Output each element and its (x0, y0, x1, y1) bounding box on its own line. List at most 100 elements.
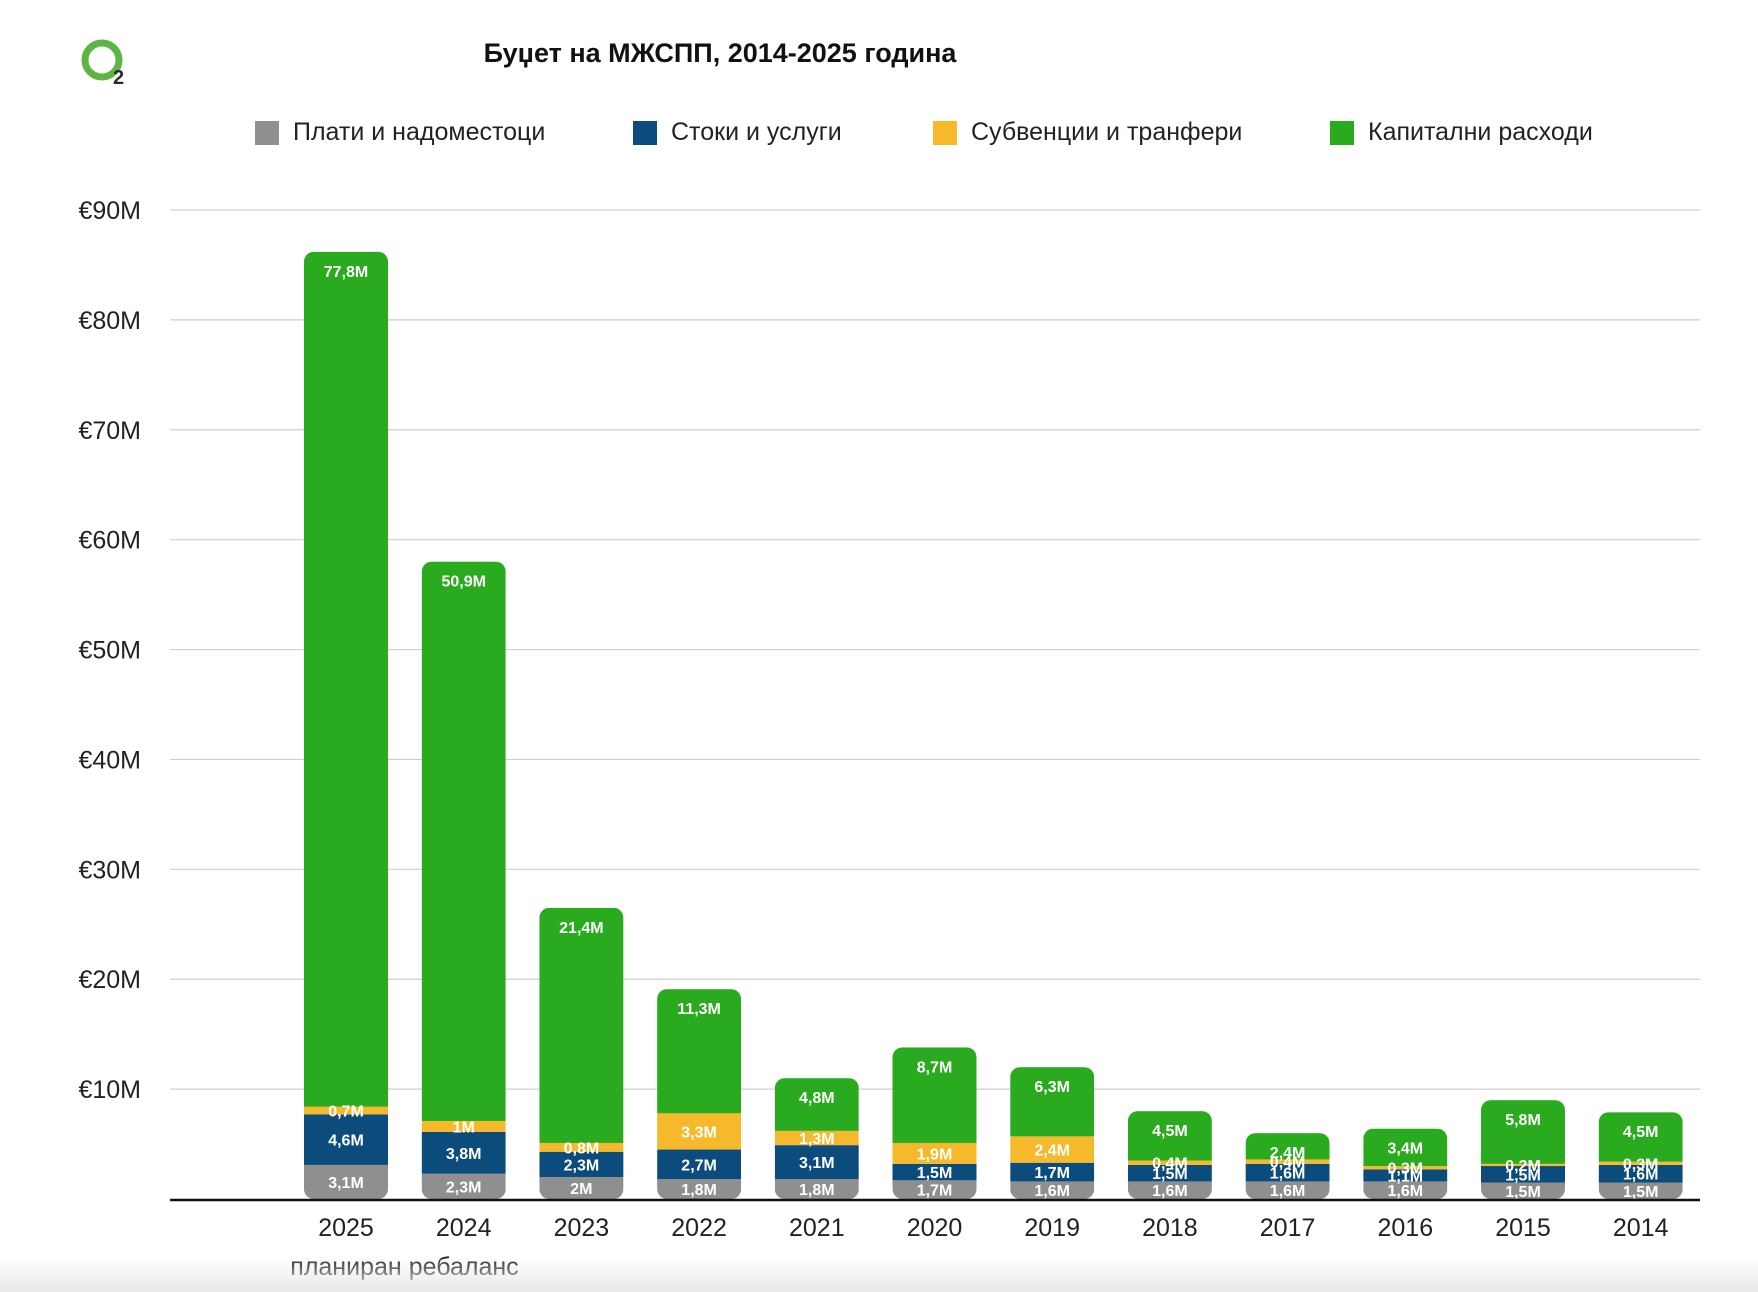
data-label: 6,3M (1034, 1079, 1070, 1096)
data-label: 77,8M (324, 264, 368, 281)
bar-segment (1245, 1159, 1330, 1164)
bar-segment (539, 1151, 624, 1178)
data-label: 2,4M (1034, 1143, 1070, 1160)
y-tick-label: €50M (78, 637, 141, 665)
x-tick-label: 2025 (318, 1214, 374, 1242)
bar-segment (657, 1113, 742, 1150)
bar-stack (892, 1047, 977, 1199)
bar-segment (892, 1163, 977, 1181)
bar-segment (1127, 1164, 1212, 1182)
x-tick-label: 2019 (1024, 1214, 1080, 1242)
y-tick-label: €90M (78, 197, 141, 225)
bar-segment (1010, 1136, 1095, 1163)
data-label: 0,3M (1623, 1156, 1659, 1173)
bar-segment (1481, 1182, 1565, 1199)
data-label: 1,6M (1388, 1183, 1424, 1200)
data-label: 3,1M (799, 1155, 835, 1172)
x-tick-label: 2015 (1495, 1214, 1551, 1242)
bar-stack (1127, 1111, 1212, 1199)
bar-stack (1598, 1112, 1683, 1199)
bar-segment (1363, 1166, 1448, 1170)
x-tick-label: 2024 (436, 1214, 492, 1242)
bar-segment (1363, 1169, 1448, 1182)
y-tick-label: €30M (78, 856, 141, 884)
legend-swatch-capital (1330, 120, 1354, 145)
legend-label-goods-services: Стоки и услуги (671, 118, 842, 146)
data-label: 1,6M (1034, 1183, 1070, 1200)
data-label: 21,4M (559, 920, 603, 937)
y-tick-label: €60M (78, 527, 141, 555)
data-label: 0,3M (1388, 1161, 1424, 1178)
data-label: 1,7M (1034, 1165, 1070, 1182)
y-tick-label: €70M (78, 417, 141, 445)
bar-segment (1010, 1181, 1095, 1199)
data-label: 1,8M (799, 1182, 835, 1199)
data-label: 1,9M (917, 1146, 953, 1163)
bar-segment (421, 1131, 506, 1174)
bar-stack (421, 561, 506, 1199)
data-label: 0,4M (1270, 1155, 1306, 1172)
bar-segment (539, 1177, 624, 1199)
legend-item-goods-services: Стоки и услуги (633, 118, 842, 147)
legend-label-salaries: Плати и надоместоци (293, 118, 546, 146)
data-label: 3,3M (681, 1124, 717, 1141)
bar-segment (1245, 1163, 1330, 1182)
bar-stack (1010, 1067, 1095, 1199)
data-label: 2M (570, 1181, 592, 1198)
data-label: 1,8M (681, 1182, 717, 1199)
chart-title: Буџет на МЖСПП, 2014-2025 година (483, 38, 957, 68)
bar-segment (1481, 1163, 1565, 1167)
o2-logo: 2 (80, 38, 130, 89)
bar-segment (304, 1106, 388, 1115)
data-label: 1,6M (1623, 1167, 1659, 1184)
bar-segment (1598, 1182, 1683, 1199)
bar-stack (1245, 1133, 1330, 1199)
legend-swatch-salaries (255, 120, 279, 145)
bar-segment (657, 1179, 742, 1199)
bar-segment (657, 1149, 742, 1180)
data-label: 0,4M (1152, 1156, 1188, 1173)
bar-segment (304, 1114, 388, 1165)
bar-segment (1245, 1133, 1330, 1160)
y-tick-label: €10M (78, 1076, 141, 1104)
data-label: 1,6M (1270, 1183, 1306, 1200)
x-tick-label: 2021 (789, 1214, 845, 1242)
data-label: 1,5M (917, 1165, 953, 1182)
legend-item-salaries: Плати и надоместоци (255, 118, 545, 147)
bar-segment (892, 1047, 977, 1143)
data-label: 2,7M (681, 1157, 717, 1174)
bar-stack (304, 251, 388, 1199)
bar-segment (1245, 1181, 1330, 1199)
chart-legend: Плати и надоместоци Стоки и услуги Субве… (0, 118, 1758, 154)
bar-segment (774, 1145, 859, 1180)
data-label: 1,7M (917, 1183, 953, 1200)
bar-segment (1010, 1067, 1095, 1137)
data-label: 4,6M (328, 1133, 364, 1150)
bar-segment (1481, 1166, 1565, 1183)
data-label: 8,7M (917, 1059, 953, 1076)
x-tick-label: 2020 (907, 1214, 963, 1242)
bar-segment (1127, 1111, 1212, 1161)
data-label: 1,1M (1388, 1168, 1424, 1185)
bar-stack (539, 907, 624, 1199)
bar-stack (1481, 1100, 1565, 1199)
bar-segment (421, 561, 506, 1121)
data-label: 1,6M (1270, 1166, 1306, 1183)
x-tick-label: 2023 (554, 1214, 610, 1242)
data-label: 1,5M (1505, 1184, 1541, 1201)
bar-segment (1598, 1161, 1683, 1165)
logo-subscript: 2 (113, 67, 124, 88)
data-label: 3,1M (328, 1175, 364, 1192)
bar-segment (1363, 1181, 1448, 1199)
data-label: 1,6M (1152, 1183, 1188, 1200)
data-label: 50,9M (441, 574, 485, 591)
bar-segment (539, 1142, 624, 1152)
data-label: 0,2M (1505, 1158, 1541, 1175)
x-tick-label: 2017 (1260, 1214, 1316, 1242)
data-label: 1,5M (1623, 1184, 1659, 1201)
bar-stack (1363, 1128, 1448, 1199)
legend-label-subsidies: Субвенции и транфери (971, 118, 1243, 146)
data-label: 2,4M (1270, 1145, 1306, 1162)
data-label: 1M (453, 1119, 475, 1136)
data-label: 5,8M (1505, 1112, 1541, 1129)
